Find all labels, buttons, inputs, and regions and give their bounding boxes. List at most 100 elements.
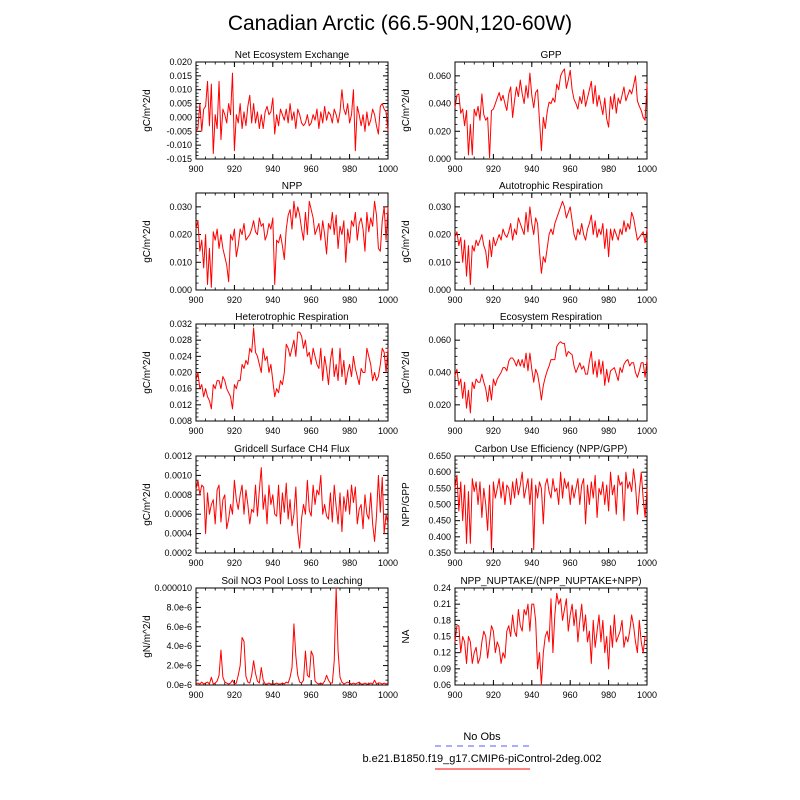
carbon-use-efficiency-npp-gpp-ytick-label: 0.500 xyxy=(428,500,451,510)
carbon-use-efficiency-npp-gpp-xtick-label: 900 xyxy=(447,558,462,568)
npp-ylabel: gC/m^2/d xyxy=(142,220,153,263)
carbon-use-efficiency-npp-gpp-ytick-label: 0.400 xyxy=(428,532,451,542)
heterotrophic-respiration-ytick-label: 0.016 xyxy=(169,384,192,394)
heterotrophic-respiration-ylabel: gC/m^2/d xyxy=(142,351,153,394)
net-ecosystem-exchange-xtick-label: 980 xyxy=(342,164,357,174)
heterotrophic-respiration-ytick-label: 0.020 xyxy=(169,368,192,378)
ecosystem-respiration-xtick-label: 980 xyxy=(601,426,616,436)
panel-heterotrophic-respiration: Heterotrophic Respiration gC/m^2/d 900 920 9… xyxy=(142,312,398,436)
panels: Net Ecosystem Exchange gC/m^2/d 900 920 940 9… xyxy=(142,50,657,700)
gridcell-surface-ch4-flux-ylabel: gC/m^2/d xyxy=(142,483,153,526)
autotrophic-respiration-ytick-label: 0.010 xyxy=(428,257,451,267)
heterotrophic-respiration-ytick-label: 0.032 xyxy=(169,319,192,329)
net-ecosystem-exchange-xtick-label: 920 xyxy=(227,164,242,174)
carbon-use-efficiency-npp-gpp-xtick-label: 940 xyxy=(524,558,539,568)
panel-carbon-use-efficiency-npp-gpp: Carbon Use Efficiency (NPP/GPP) NPP/GPP 90… xyxy=(401,444,657,568)
ecosystem-respiration-title: Ecosystem Respiration xyxy=(500,312,602,323)
panel-npp-nuptake-npp-nuptake-npp: NPP_NUPTAKE/(NPP_NUPTAKE+NPP) NA 900 920 940… xyxy=(401,576,657,700)
npp-nuptake-npp-nuptake-npp-ytick-label: 0.24 xyxy=(433,583,451,593)
panel-gpp: GPP gC/m^2/d 900 920 940 960 980 1000 0.000 0.020… xyxy=(401,50,657,174)
gpp-series-model xyxy=(454,68,648,159)
net-ecosystem-exchange-series-model xyxy=(195,72,389,154)
gridcell-surface-ch4-flux-title: Gridcell Surface CH4 Flux xyxy=(234,444,350,455)
ecosystem-respiration-xtick-label: 920 xyxy=(486,426,501,436)
npp-nuptake-npp-nuptake-npp-ytick-label: 0.12 xyxy=(433,648,451,658)
npp-ytick-label: 0.010 xyxy=(169,257,192,267)
autotrophic-respiration-xtick-label: 940 xyxy=(524,295,539,305)
soil-no3-pool-loss-to-leaching-ytick-label: 0.000010 xyxy=(154,583,192,593)
gridcell-surface-ch4-flux-xtick-label: 960 xyxy=(304,558,319,568)
heterotrophic-respiration-xtick-label: 1000 xyxy=(378,426,398,436)
panel-soil-no3-pool-loss-to-leaching: Soil NO3 Pool Loss to Leaching gN/m^2/d 90… xyxy=(142,576,398,700)
npp-nuptake-npp-nuptake-npp-ylabel: NA xyxy=(401,629,412,643)
autotrophic-respiration-plot-frame xyxy=(454,192,648,291)
ecosystem-respiration-ytick-label: 0.060 xyxy=(428,335,451,345)
autotrophic-respiration-xtick-label: 960 xyxy=(563,295,578,305)
gpp-ytick-label: 0.000 xyxy=(428,154,451,164)
panel-net-ecosystem-exchange: Net Ecosystem Exchange gC/m^2/d 900 920 940 9… xyxy=(142,50,398,174)
panel-ecosystem-respiration: Ecosystem Respiration gC/m^2/d 900 920 940 96… xyxy=(401,312,657,436)
autotrophic-respiration-xtick-label: 900 xyxy=(447,295,462,305)
npp-nuptake-npp-nuptake-npp-xtick-label: 1000 xyxy=(637,690,657,700)
ecosystem-respiration-ytick-label: 0.020 xyxy=(428,400,451,410)
ecosystem-respiration-xtick-label: 940 xyxy=(524,426,539,436)
npp-nuptake-npp-nuptake-npp-xtick-label: 920 xyxy=(486,690,501,700)
autotrophic-respiration-xtick-label: 980 xyxy=(601,295,616,305)
soil-no3-pool-loss-to-leaching-ylabel: gN/m^2/d xyxy=(142,615,153,658)
gridcell-surface-ch4-flux-xtick-label: 900 xyxy=(188,558,203,568)
autotrophic-respiration-ytick-label: 0.020 xyxy=(428,230,451,240)
npp-nuptake-npp-nuptake-npp-xtick-label: 900 xyxy=(447,690,462,700)
gpp-xtick-label: 940 xyxy=(524,164,539,174)
gridcell-surface-ch4-flux-ytick-label: 0.0010 xyxy=(164,470,192,480)
net-ecosystem-exchange-ytick-label: -0.005 xyxy=(166,126,192,136)
gpp-ytick-label: 0.020 xyxy=(428,126,451,136)
heterotrophic-respiration-ytick-label: 0.012 xyxy=(169,400,192,410)
gridcell-surface-ch4-flux-plot-frame xyxy=(195,455,389,554)
npp-xtick-label: 940 xyxy=(265,295,280,305)
npp-ytick-label: 0.020 xyxy=(169,230,192,240)
npp-nuptake-npp-nuptake-npp-ytick-label: 0.06 xyxy=(433,680,451,690)
net-ecosystem-exchange-ytick-label: 0.000 xyxy=(169,112,192,122)
legend-obs-label: No Obs xyxy=(463,731,501,743)
ecosystem-respiration-xtick-label: 960 xyxy=(563,426,578,436)
net-ecosystem-exchange-ytick-label: 0.015 xyxy=(169,71,192,81)
npp-nuptake-npp-nuptake-npp-ytick-label: 0.21 xyxy=(433,599,451,609)
soil-no3-pool-loss-to-leaching-plot-frame xyxy=(195,587,389,686)
soil-no3-pool-loss-to-leaching-ytick-label: 0.0e-6 xyxy=(166,680,192,690)
carbon-use-efficiency-npp-gpp-xtick-label: 920 xyxy=(486,558,501,568)
gridcell-surface-ch4-flux-ytick-label: 0.0002 xyxy=(164,548,192,558)
soil-no3-pool-loss-to-leaching-ytick-label: 2.0e-6 xyxy=(166,661,192,671)
gridcell-surface-ch4-flux-xtick-label: 940 xyxy=(265,558,280,568)
net-ecosystem-exchange-xtick-label: 940 xyxy=(265,164,280,174)
heterotrophic-respiration-xtick-label: 920 xyxy=(227,426,242,436)
ecosystem-respiration-xtick-label: 900 xyxy=(447,426,462,436)
heterotrophic-respiration-title: Heterotrophic Respiration xyxy=(235,312,348,323)
heterotrophic-respiration-ytick-label: 0.008 xyxy=(169,416,192,426)
carbon-use-efficiency-npp-gpp-xtick-label: 1000 xyxy=(637,558,657,568)
gpp-xtick-label: 920 xyxy=(486,164,501,174)
gpp-xtick-label: 1000 xyxy=(637,164,657,174)
net-ecosystem-exchange-xtick-label: 900 xyxy=(188,164,203,174)
carbon-use-efficiency-npp-gpp-series-model xyxy=(454,468,648,551)
autotrophic-respiration-xtick-label: 920 xyxy=(486,295,501,305)
carbon-use-efficiency-npp-gpp-ytick-label: 0.650 xyxy=(428,451,451,461)
soil-no3-pool-loss-to-leaching-xtick-label: 940 xyxy=(265,690,280,700)
gridcell-surface-ch4-flux-xtick-label: 920 xyxy=(227,558,242,568)
heterotrophic-respiration-xtick-label: 940 xyxy=(265,426,280,436)
carbon-use-efficiency-npp-gpp-ytick-label: 0.550 xyxy=(428,483,451,493)
heterotrophic-respiration-series-model xyxy=(195,327,389,410)
panel-gridcell-surface-ch4-flux: Gridcell Surface CH4 Flux gC/m^2/d 900 920 9… xyxy=(142,444,398,568)
gpp-title: GPP xyxy=(540,50,561,61)
npp-series-model xyxy=(195,200,389,288)
gpp-xtick-label: 980 xyxy=(601,164,616,174)
carbon-use-efficiency-npp-gpp-xtick-label: 960 xyxy=(563,558,578,568)
net-ecosystem-exchange-ylabel: gC/m^2/d xyxy=(142,89,153,132)
npp-plot-frame xyxy=(195,192,389,291)
autotrophic-respiration-series-model xyxy=(454,200,648,285)
heterotrophic-respiration-ytick-label: 0.028 xyxy=(169,335,192,345)
heterotrophic-respiration-plot-frame xyxy=(195,323,389,422)
npp-nuptake-npp-nuptake-npp-xtick-label: 960 xyxy=(563,690,578,700)
heterotrophic-respiration-xtick-label: 900 xyxy=(188,426,203,436)
autotrophic-respiration-ytick-label: 0.000 xyxy=(428,285,451,295)
